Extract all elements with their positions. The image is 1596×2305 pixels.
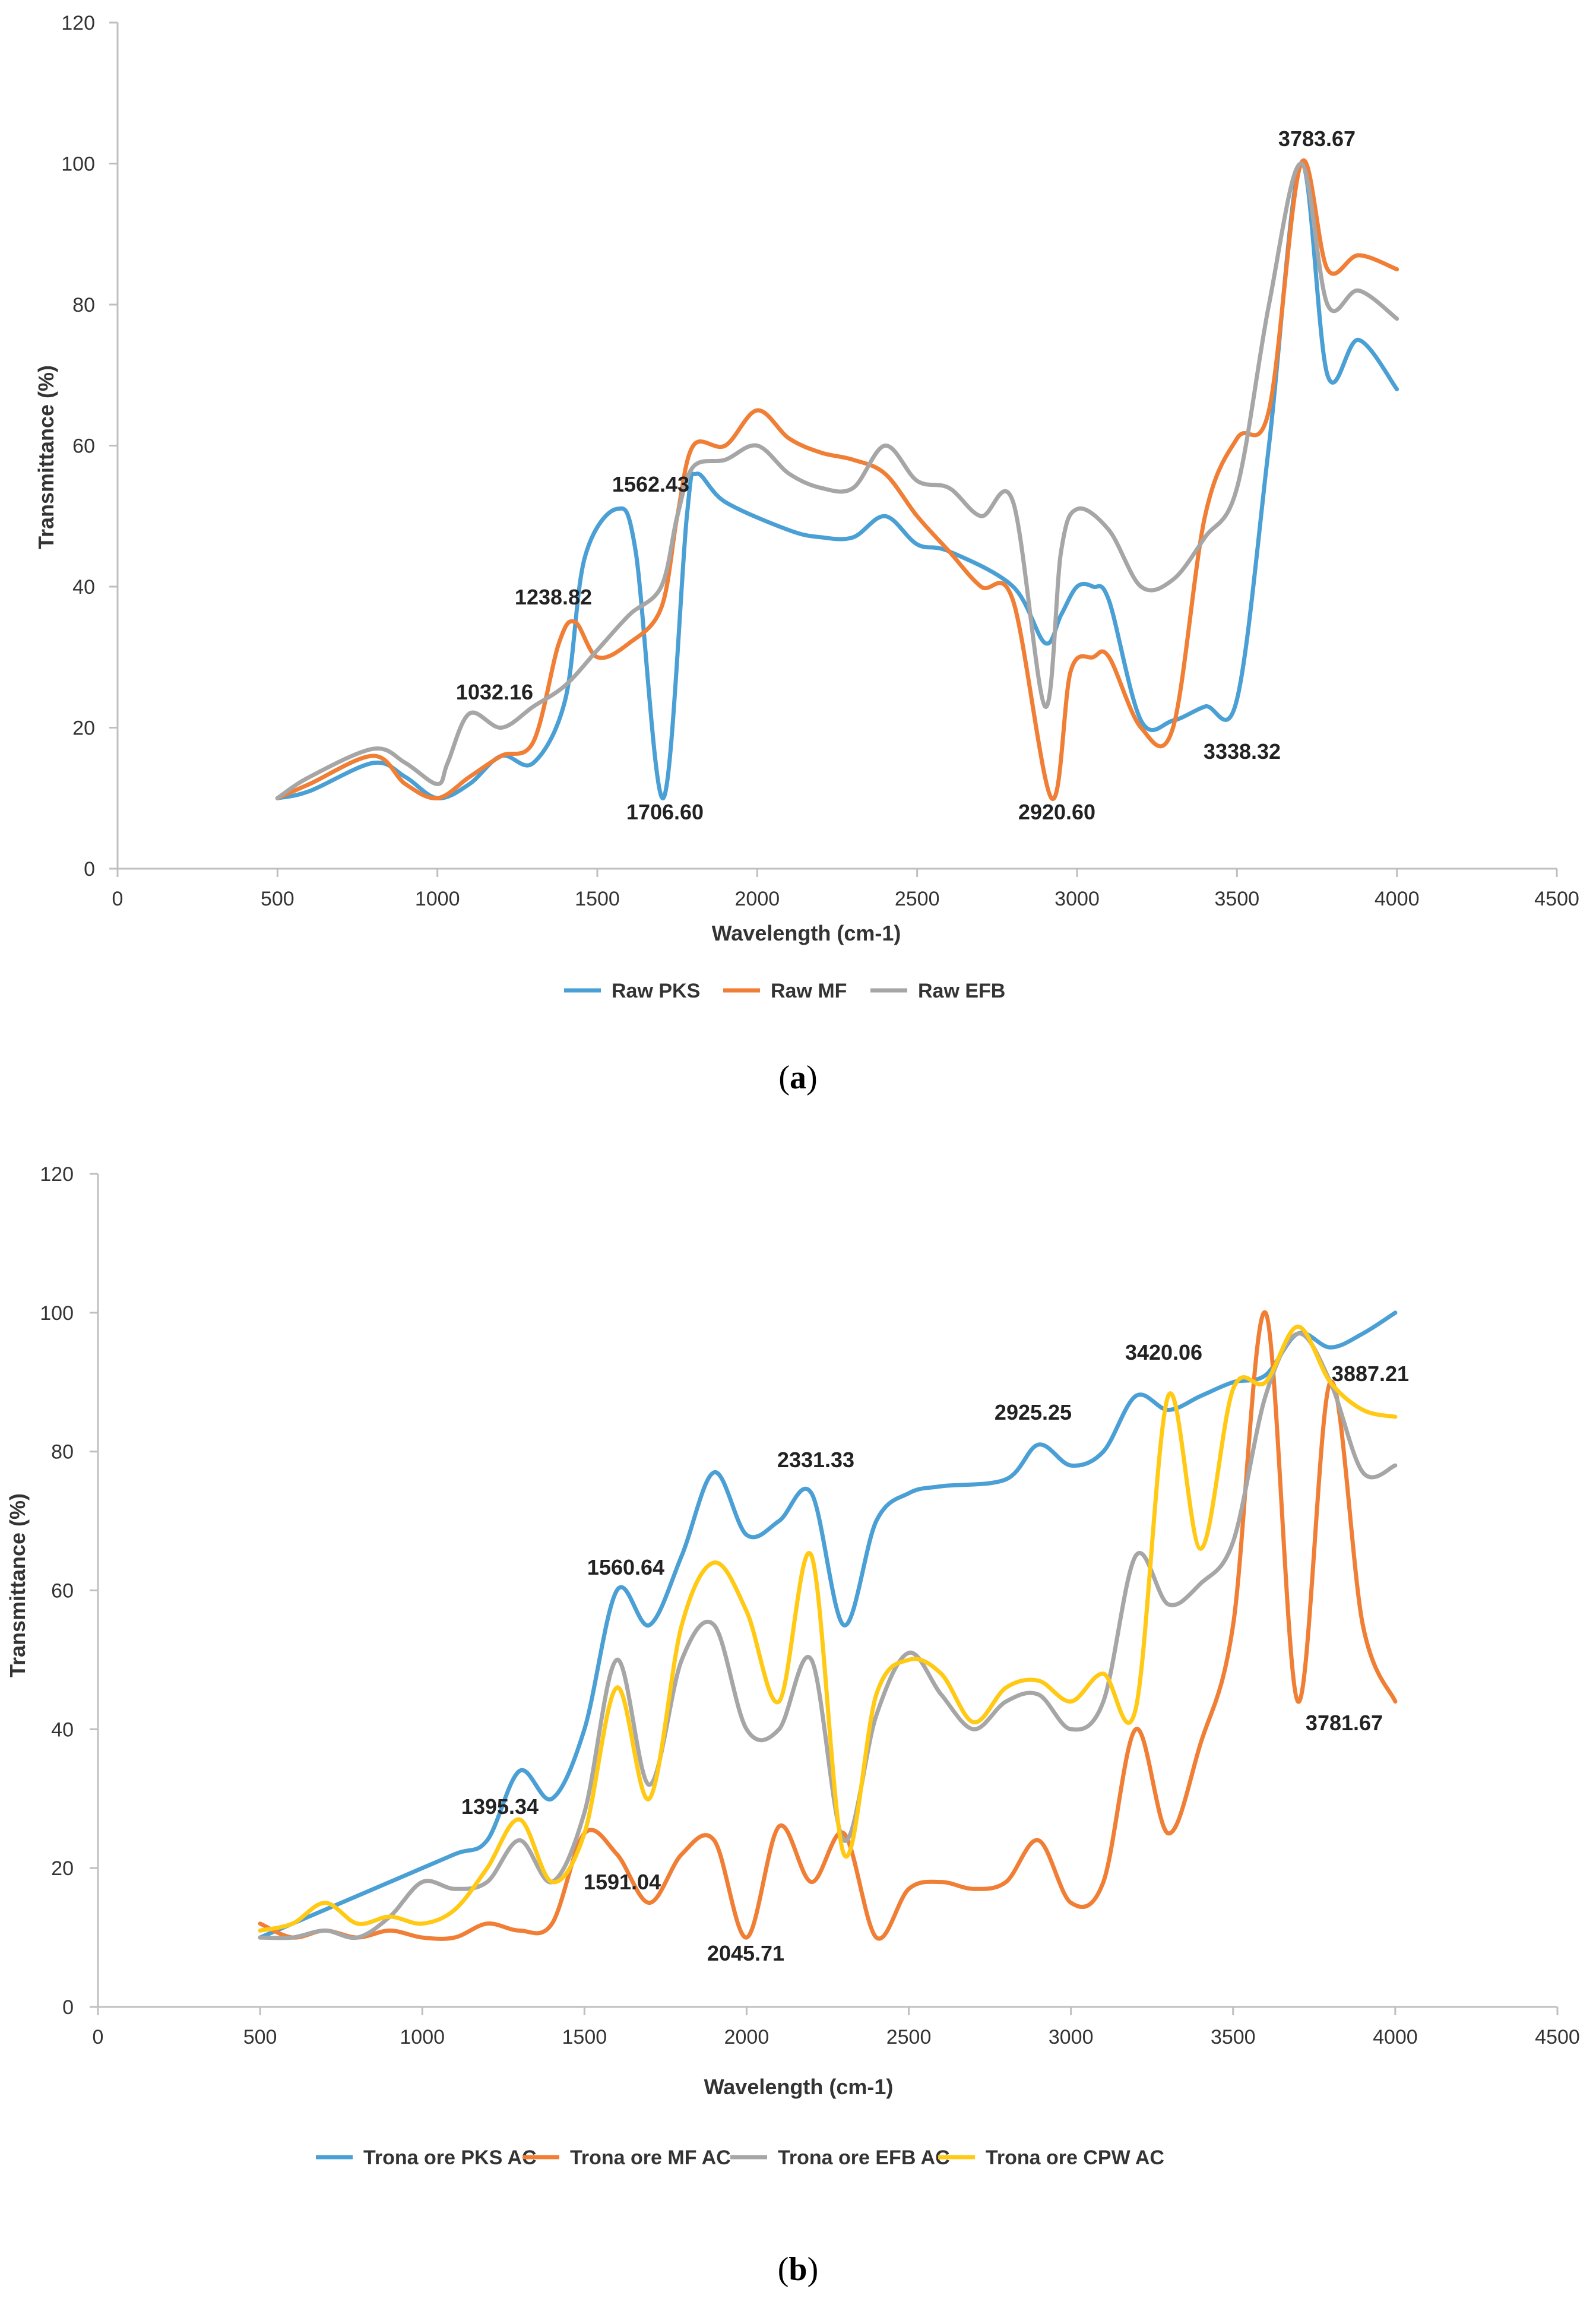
- y-tick-label: 40: [51, 1718, 74, 1741]
- chart-a-annotations: 1562.43 1238.82 1032.16 1706.60 2920.60 …: [456, 126, 1356, 824]
- annotation-3420-06: 3420.06: [1125, 1340, 1202, 1364]
- annotation-1032-16: 1032.16: [456, 680, 533, 704]
- y-tick-label: 40: [72, 576, 95, 599]
- legend-label: Trona ore CPW AC: [986, 2146, 1164, 2169]
- y-tick-label: 120: [40, 1163, 74, 1186]
- caption-a: (a): [778, 1059, 817, 1096]
- annotation-2920-60: 2920.60: [1018, 800, 1095, 824]
- chart-a-ylabel: Transmittance (%): [34, 365, 58, 549]
- x-tick-label: 2000: [735, 888, 780, 910]
- legend-label: Raw MF: [771, 980, 847, 1002]
- x-tick-label: 0: [112, 888, 124, 910]
- y-tick-label: 20: [72, 717, 95, 740]
- x-tick-label: 3500: [1211, 2026, 1256, 2048]
- chart-panel-b: 0 20 40 60 80 100 120 0 500 1000 1500 2000 2500 3000 3…: [5, 1163, 1580, 2288]
- x-tick-label: 1500: [575, 888, 620, 910]
- x-tick-label: 2500: [886, 2026, 932, 2048]
- chart-b-xlabel: Wavelength (cm-1): [704, 2075, 894, 2099]
- x-tick-label: 1000: [400, 2026, 445, 2048]
- x-tick-label: 1500: [562, 2026, 607, 2048]
- annotation-2331-33: 2331.33: [777, 1448, 854, 1472]
- legend-label: Trona ore EFB AC: [778, 2146, 950, 2169]
- annotation-2925-25: 2925.25: [995, 1400, 1072, 1424]
- x-tick-label: 3000: [1049, 2026, 1094, 2048]
- legend-item: Raw PKS: [564, 980, 700, 1002]
- x-tick-label: 1000: [415, 888, 460, 910]
- series-line-trona-ore-cpw-ac: [258, 1324, 1398, 1933]
- caption-b: (b): [778, 2251, 818, 2288]
- annotation-1238-82: 1238.82: [515, 585, 592, 609]
- legend-label: Trona ore MF AC: [570, 2146, 731, 2169]
- legend-item: Trona ore EFB AC: [730, 2146, 950, 2169]
- legend-label: Raw PKS: [612, 980, 700, 1002]
- y-tick-label: 0: [62, 1996, 74, 2019]
- x-tick-label: 4000: [1375, 888, 1420, 910]
- series-line-trona-ore-pks-ac: [258, 1310, 1398, 1940]
- series-line-trona-ore-mf-ac: [258, 1310, 1398, 1941]
- x-tick-label: 4000: [1373, 2026, 1418, 2048]
- x-tick-label: 500: [261, 888, 294, 910]
- annotation-1395-34: 1395.34: [461, 1794, 539, 1819]
- annotation-1560-64: 1560.64: [587, 1555, 664, 1579]
- annotation-2045-71: 2045.71: [707, 1941, 784, 1965]
- series-line-raw-pks: [275, 161, 1399, 800]
- y-tick-label: 80: [51, 1441, 74, 1464]
- annotation-3781-67: 3781.67: [1306, 1711, 1383, 1735]
- annotation-3783-67: 3783.67: [1278, 126, 1356, 151]
- annotation-1706-60: 1706.60: [626, 800, 704, 824]
- y-tick-label: 100: [40, 1302, 74, 1325]
- x-tick-label: 2000: [724, 2026, 770, 2048]
- y-tick-label: 60: [72, 435, 95, 458]
- annotation-3338-32: 3338.32: [1204, 739, 1281, 764]
- chart-b-annotations: 1560.64 1395.34 1591.04 2045.71 2331.33 …: [461, 1340, 1409, 1965]
- series-line-trona-ore-efb-ac: [258, 1331, 1398, 1940]
- x-tick-label: 4500: [1535, 2026, 1580, 2048]
- annotation-3887-21: 3887.21: [1332, 1362, 1409, 1386]
- y-tick-label: 20: [51, 1857, 74, 1880]
- chart-panel-a: 0 20 40 60 80 100 120 0 500 1000 1500 2000 2500 3000 3…: [34, 12, 1579, 1096]
- x-tick-label: 500: [243, 2026, 277, 2048]
- y-tick-label: 60: [51, 1580, 74, 1603]
- legend-item: Raw EFB: [870, 980, 1005, 1002]
- annotation-1562-43: 1562.43: [612, 472, 689, 496]
- chart-b-axes: 0 20 40 60 80 100 120 0 500 1000 1500 2000 2500 3000 3…: [40, 1163, 1580, 2048]
- series-line-raw-mf: [275, 158, 1399, 802]
- chart-a-xlabel: Wavelength (cm-1): [712, 921, 901, 945]
- chart-a-legend: Raw PKS Raw MF Raw EFB: [564, 980, 1005, 1002]
- chart-a-series-lines: [275, 158, 1399, 802]
- legend-item: Trona ore PKS AC: [316, 2146, 537, 2169]
- y-tick-label: 80: [72, 294, 95, 316]
- annotation-1591-04: 1591.04: [584, 1870, 661, 1894]
- x-tick-label: 3000: [1054, 888, 1100, 910]
- chart-b-series-lines: [258, 1310, 1398, 1941]
- legend-label: Trona ore PKS AC: [363, 2146, 537, 2169]
- chart-a-axes: 0 20 40 60 80 100 120 0 500 1000 1500 2000 2500 3000 3…: [61, 12, 1579, 910]
- legend-item: Trona ore CPW AC: [938, 2146, 1164, 2169]
- series-line-raw-efb: [275, 162, 1399, 800]
- chart-b-ylabel: Transmittance (%): [5, 1493, 30, 1677]
- chart-b-legend: Trona ore PKS AC Trona ore MF AC Trona ore…: [316, 2146, 1164, 2169]
- y-tick-label: 0: [84, 858, 95, 881]
- y-tick-label: 120: [61, 12, 95, 34]
- legend-item: Trona ore MF AC: [522, 2146, 731, 2169]
- y-tick-label: 100: [61, 153, 95, 176]
- x-tick-label: 2500: [895, 888, 940, 910]
- x-tick-label: 3500: [1215, 888, 1260, 910]
- x-tick-label: 4500: [1534, 888, 1579, 910]
- legend-label: Raw EFB: [918, 980, 1005, 1002]
- x-tick-label: 0: [93, 2026, 104, 2048]
- legend-item: Raw MF: [723, 980, 847, 1002]
